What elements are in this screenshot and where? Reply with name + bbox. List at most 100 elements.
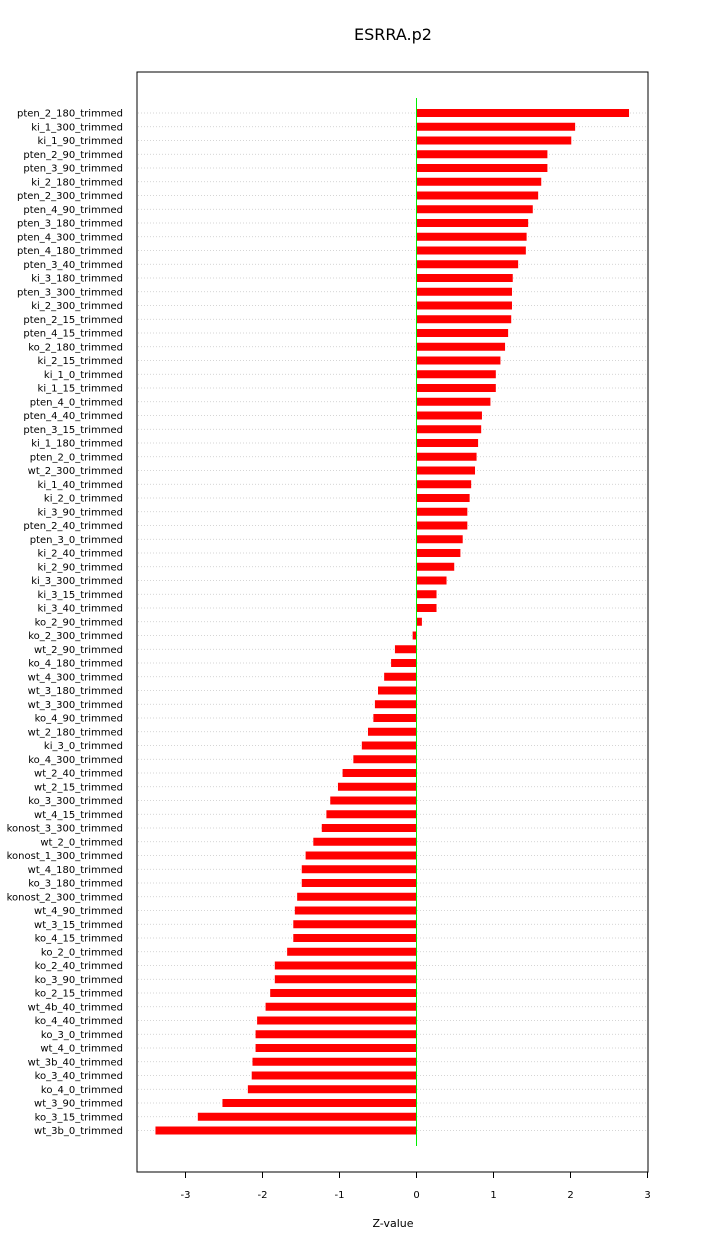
category-label: wt_3_90_trimmed <box>34 1099 123 1110</box>
category-label: ko_4_40_trimmed <box>35 1016 123 1027</box>
category-label: wt_3_300_trimmed <box>28 700 123 711</box>
bar-ki_3_180_trimmed <box>416 274 513 282</box>
bar-pten_3_15_trimmed <box>416 425 482 434</box>
category-label: ko_3_300_trimmed <box>28 796 123 807</box>
category-label: ki_2_90_trimmed <box>38 562 123 573</box>
grid-lines <box>138 112 647 1131</box>
category-label: ko_2_300_trimmed <box>28 631 123 642</box>
bar-ko_3_0_trimmed <box>255 1030 417 1039</box>
bar-wt_3_15_trimmed <box>293 920 417 929</box>
bar-wt_2_0_trimmed <box>313 837 417 846</box>
category-label: ki_3_0_trimmed <box>44 741 123 752</box>
bar-ko_2_90_trimmed <box>416 617 422 626</box>
category-label: ko_2_40_trimmed <box>35 961 123 972</box>
category-label: ki_2_40_trimmed <box>38 549 123 560</box>
category-label: ko_4_90_trimmed <box>35 714 123 725</box>
bar-ki_1_15_trimmed <box>416 384 496 392</box>
bar-pten_4_300_trimmed <box>416 232 527 241</box>
bars <box>155 109 630 1135</box>
bar-ko_3_90_trimmed <box>274 975 417 984</box>
category-label: wt_3_15_trimmed <box>34 920 123 931</box>
category-label: pten_2_15_trimmed <box>23 315 123 326</box>
bar-pten_3_40_trimmed <box>416 260 519 269</box>
category-label: ko_4_15_trimmed <box>35 934 123 945</box>
category-label: ki_3_15_trimmed <box>38 590 123 601</box>
category-label: ki_1_300_trimmed <box>31 122 123 133</box>
bar-ko_2_0_trimmed <box>287 947 417 956</box>
bar-ko_3_15_trimmed <box>197 1112 417 1121</box>
bar-pten_3_90_trimmed <box>416 164 548 172</box>
bar-ko_2_40_trimmed <box>274 961 417 970</box>
category-label: pten_2_300_trimmed <box>17 191 123 202</box>
bar-wt_3_300_trimmed <box>374 700 417 709</box>
category-label: wt_2_300_trimmed <box>28 466 123 477</box>
category-label: ki_3_300_trimmed <box>31 576 123 587</box>
bar-ki_3_0_trimmed <box>361 741 417 750</box>
category-label: ki_3_180_trimmed <box>31 274 123 285</box>
bar-wt_2_300_trimmed <box>416 466 476 475</box>
bar-wt_4_0_trimmed <box>255 1044 417 1052</box>
x-tick-label: 1 <box>490 1190 496 1201</box>
category-label: wt_4_90_trimmed <box>34 906 123 917</box>
bar-ki_2_90_trimmed <box>416 562 455 571</box>
bar-pten_2_15_trimmed <box>416 315 512 324</box>
x-tick-label: 0 <box>413 1190 419 1201</box>
bar-ko_4_15_trimmed <box>293 934 417 942</box>
bar-ki_3_300_trimmed <box>416 576 447 585</box>
category-label: wt_4_300_trimmed <box>28 672 123 683</box>
bar-pten_3_180_trimmed <box>416 219 529 227</box>
bar-konost_1_300_trimmed <box>305 851 417 860</box>
category-label: ko_4_180_trimmed <box>28 659 123 670</box>
category-label: ko_3_90_trimmed <box>35 975 123 986</box>
bar-pten_2_300_trimmed <box>416 191 539 200</box>
x-tick-label: -1 <box>335 1190 345 1201</box>
bar-pten_2_180_trimmed <box>416 109 630 117</box>
category-label: wt_4_180_trimmed <box>28 865 123 876</box>
category-label: wt_2_180_trimmed <box>28 727 123 738</box>
bar-ko_2_300_trimmed <box>412 631 417 640</box>
bar-ki_1_300_trimmed <box>416 122 576 131</box>
category-label: pten_3_0_trimmed <box>30 535 123 546</box>
bar-wt_4_300_trimmed <box>384 672 417 681</box>
category-label: wt_3b_0_trimmed <box>34 1126 123 1137</box>
bar-pten_4_40_trimmed <box>416 411 482 420</box>
bar-wt_2_15_trimmed <box>337 782 417 791</box>
category-label: ko_3_0_trimmed <box>41 1030 123 1041</box>
category-label: ki_1_15_trimmed <box>38 384 123 395</box>
x-axis-label: Z-value <box>372 1217 413 1230</box>
bar-ki_1_180_trimmed <box>416 439 479 447</box>
bar-wt_4_180_trimmed <box>301 865 417 874</box>
category-label: ko_3_15_trimmed <box>35 1112 123 1123</box>
category-label: pten_4_40_trimmed <box>23 411 123 422</box>
category-label: pten_3_15_trimmed <box>23 425 123 436</box>
bar-wt_4_90_trimmed <box>294 906 417 915</box>
category-label: pten_3_300_trimmed <box>17 287 123 298</box>
category-label: pten_4_15_trimmed <box>23 329 123 340</box>
category-label: ko_4_300_trimmed <box>28 755 123 766</box>
category-label: ki_3_90_trimmed <box>38 507 123 518</box>
category-label: pten_4_180_trimmed <box>17 246 123 257</box>
bar-ko_4_180_trimmed <box>391 659 417 667</box>
bar-pten_4_180_trimmed <box>416 246 526 255</box>
bar-ki_2_300_trimmed <box>416 301 512 310</box>
bar-pten_4_15_trimmed <box>416 329 509 337</box>
bar-ko_2_15_trimmed <box>270 989 417 997</box>
bar-wt_4_15_trimmed <box>326 810 417 819</box>
bar-ki_3_15_trimmed <box>416 590 437 599</box>
category-label: wt_4_15_trimmed <box>34 810 123 821</box>
category-label: ki_2_15_trimmed <box>38 356 123 367</box>
bar-pten_4_90_trimmed <box>416 205 533 214</box>
category-label: pten_3_180_trimmed <box>17 219 123 230</box>
bar-ki_3_40_trimmed <box>416 604 437 612</box>
category-label: pten_3_40_trimmed <box>23 260 123 271</box>
category-label: pten_4_300_trimmed <box>17 232 123 243</box>
category-label: ko_4_0_trimmed <box>41 1085 123 1096</box>
category-label: ki_1_40_trimmed <box>38 480 123 491</box>
bar-ki_3_90_trimmed <box>416 507 468 516</box>
category-label: ko_2_15_trimmed <box>35 989 123 1000</box>
bar-ki_2_180_trimmed <box>416 177 542 186</box>
category-label: ki_3_40_trimmed <box>38 604 123 615</box>
category-label: wt_3_180_trimmed <box>28 686 123 697</box>
category-label: wt_4b_40_trimmed <box>28 1002 123 1013</box>
